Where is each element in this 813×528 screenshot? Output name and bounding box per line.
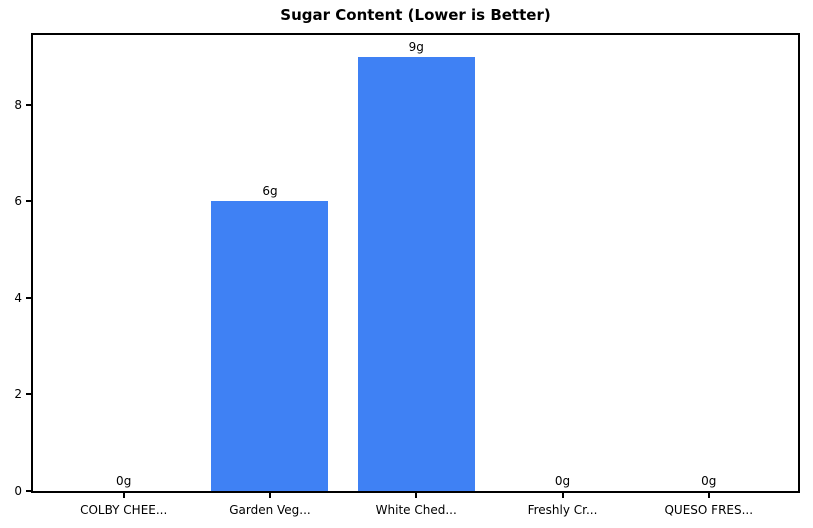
y-tick-mark-3 [26, 200, 31, 203]
y-tick-label-3: 6 [14, 194, 22, 209]
x-tick-label-3: Freshly Cr... [527, 503, 598, 517]
y-tick-mark-1 [26, 393, 31, 396]
x-tick-mark-3 [561, 493, 564, 498]
plot-area: 0g COLBY CHEE... 6g Garden Veg... 9g White Ch… [14, 33, 800, 517]
x-tick-mark-1 [268, 493, 271, 498]
x-tick-label-4: QUESO FRES... [664, 503, 754, 517]
bar-value-label-1: 6g [262, 184, 278, 199]
y-tick-label-1: 2 [14, 387, 22, 402]
y-tick-label-2: 4 [14, 290, 22, 305]
bar-1 [211, 201, 329, 491]
x-tick-label-1: Garden Veg... [229, 503, 311, 517]
y-tick-mark-2 [26, 296, 31, 299]
x-tick-mark-4 [707, 493, 710, 498]
bar-value-label-3: 0g [554, 474, 571, 488]
x-tick-mark-0 [122, 493, 125, 498]
x-tick-label-0: COLBY CHEE... [80, 503, 168, 517]
y-tick-mark-4 [26, 103, 31, 106]
chart-title: Sugar Content (Lower is Better) [280, 6, 551, 24]
y-tick-label-4: 8 [14, 97, 22, 112]
bar-2 [357, 56, 475, 491]
x-tick-mark-2 [415, 493, 418, 498]
y-tick-mark-0 [26, 490, 31, 492]
x-tick-label-2: White Ched... [375, 503, 457, 517]
bar-value-label-0: 0g [116, 474, 132, 488]
y-tick-label-0: 0 [14, 484, 22, 498]
bar-value-label-4: 0g [701, 474, 717, 488]
bar-value-label-2: 9g [408, 39, 424, 54]
